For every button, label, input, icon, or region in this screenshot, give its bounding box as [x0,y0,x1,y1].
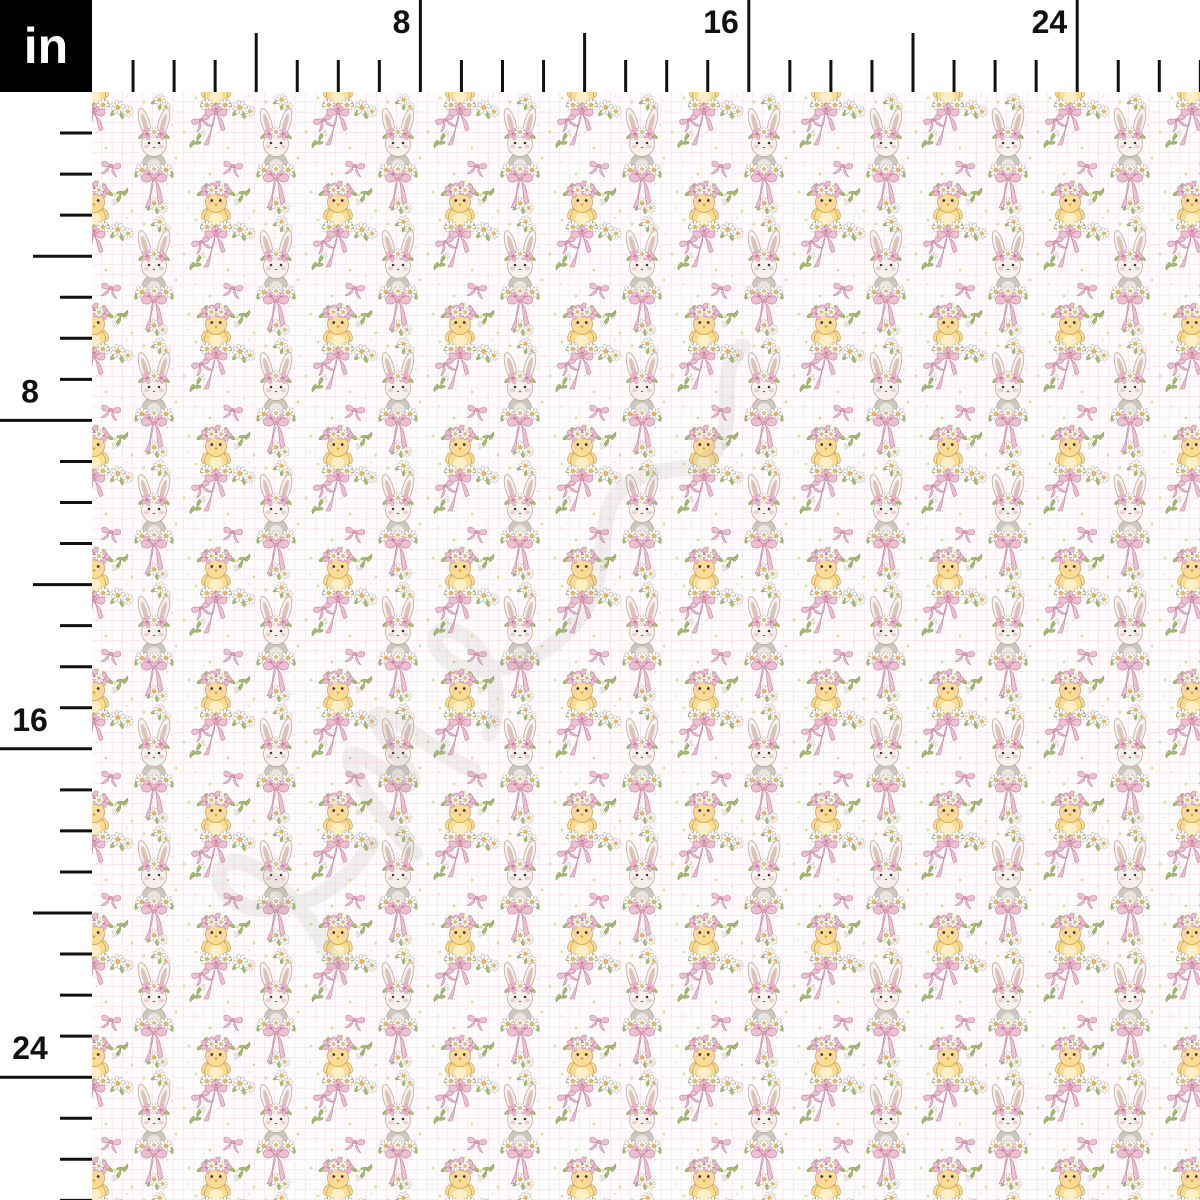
ruler-unit-badge: in [0,0,92,92]
ruler-number: 24 [12,1030,48,1066]
fabric-swatch [92,92,1200,1200]
ruler-number: 8 [21,373,39,409]
ruler-number: 16 [703,4,739,40]
watermark [211,338,752,983]
top-ruler: 8 16 24 [92,0,1200,92]
ruler-unit-label: in [23,18,69,74]
left-ruler: 8 16 24 [0,92,92,1200]
ruler-number: 8 [393,4,411,40]
ruler-number: 24 [1032,4,1068,40]
ruler-number: 16 [12,702,48,738]
fabric-pattern [92,92,1200,1200]
